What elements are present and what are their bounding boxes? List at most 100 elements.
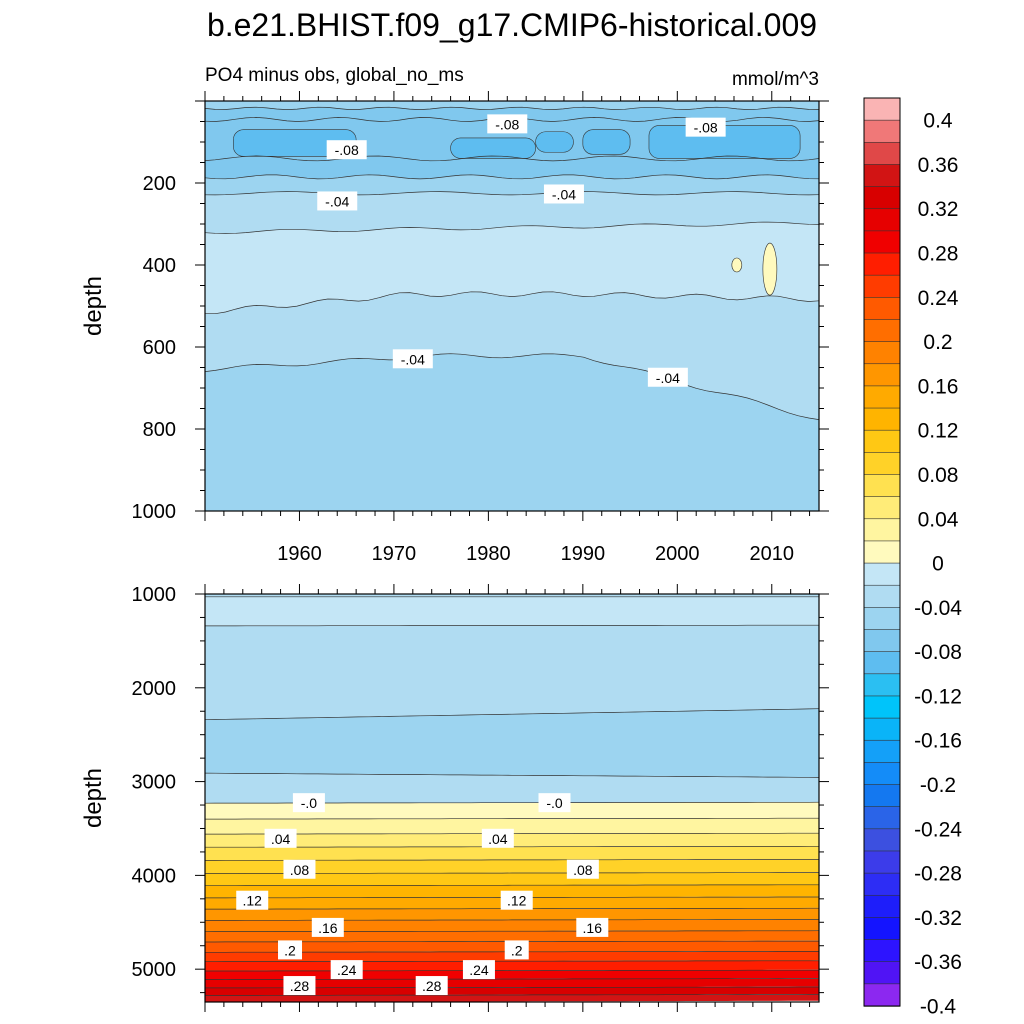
colorbar-swatch [863, 894, 901, 919]
contour-label: .28 [290, 978, 310, 994]
lower-panel-field [205, 594, 819, 1002]
lower-field-band [205, 872, 819, 886]
contour-label-box [330, 960, 363, 980]
contour-label: -.04 [325, 193, 349, 209]
lower-field-band [205, 594, 819, 597]
colorbar-label: 0 [932, 553, 944, 576]
lower-contour-line [205, 817, 819, 820]
colorbar-swatch [863, 97, 901, 121]
contour-label-box [576, 917, 609, 937]
colorbar: 0.4 0.36 0.32 0.28 0.24 0.2 0.16 0.12 0.08 0.04 0 -… [863, 97, 962, 1019]
upper-field-band [205, 155, 819, 179]
y-tick-label: 5000 [132, 959, 177, 981]
y-tick-label: 400 [143, 255, 176, 277]
contour-label: -.0 [546, 795, 563, 811]
x-tick-label: 1960 [277, 543, 322, 565]
colorbar-swatch [863, 584, 901, 609]
colorbar-label: 0.28 [918, 243, 959, 266]
contour-label-box [326, 140, 367, 160]
colorbar-label: 0.32 [918, 198, 959, 221]
colorbar-swatch [863, 164, 901, 188]
colorbar-swatch [863, 850, 901, 874]
colorbar-swatch [863, 186, 901, 210]
lower-field-band [205, 859, 819, 874]
colorbar-swatch [863, 319, 901, 343]
contour-label: -.08 [335, 142, 359, 158]
upper-field-band [205, 191, 819, 234]
upper-field-band [205, 101, 819, 110]
lower-ylabel: depth [80, 768, 107, 828]
colorbar-swatch [863, 828, 901, 852]
colorbar-swatch [863, 939, 901, 963]
contour-label: .04 [488, 831, 508, 847]
contour-label-box [500, 890, 533, 910]
colorbar-swatch [863, 983, 901, 1007]
lower-panel: -.0 -.0 .04 .04 .08 .08 .12 .12 .16 .16 .2 .2 .24 .24… [80, 584, 829, 1012]
colorbar-label: 0.08 [918, 464, 959, 487]
upper-field-patch [731, 257, 743, 273]
contour-label-box [487, 114, 528, 134]
colorbar-label: -0.16 [914, 730, 962, 753]
colorbar-label: -0.32 [914, 907, 962, 930]
upper-contour-line [204, 353, 820, 420]
variable-label: PO4 minus obs, global_no_ms [205, 65, 464, 86]
lower-field-band [205, 919, 819, 932]
lower-field-band [205, 994, 819, 1002]
colorbar-swatch [863, 452, 901, 476]
upper-field-band [205, 222, 819, 314]
contour-label-box [415, 976, 448, 996]
colorbar-swatch [863, 961, 901, 985]
y-tick-label: 800 [143, 419, 176, 441]
colorbar-swatch [863, 341, 901, 365]
colorbar-swatch [863, 518, 901, 542]
upper-panel-contour-labels: -.08 -.08 -.08 -.04 -.04 -.04 -.04 [317, 114, 726, 387]
colorbar-swatch [863, 540, 901, 564]
lower-panel-ticks: 1000 2000 3000 4000 5000 [132, 584, 829, 1012]
lower-contour-line [205, 624, 819, 627]
upper-field-band [205, 353, 819, 511]
upper-contour-line [204, 174, 820, 180]
lower-panel-frame [204, 593, 820, 1003]
lower-contour-line [204, 708, 820, 721]
lower-contour-line [205, 969, 819, 972]
upper-field-band [205, 107, 819, 122]
contour-label: -.08 [495, 116, 519, 132]
y-tick-label: 4000 [132, 865, 177, 887]
contour-label-box [504, 940, 529, 960]
lower-contour-line [204, 930, 820, 933]
upper-field-band [205, 174, 819, 195]
colorbar-label: 0.16 [918, 375, 959, 398]
colorbar-label: -0.24 [914, 818, 962, 841]
units-label: mmol/m^3 [732, 69, 819, 90]
upper-field-patch [582, 129, 631, 155]
contour-label: .2 [511, 942, 523, 958]
upper-contour-line [204, 106, 820, 110]
contour-label-box [311, 917, 344, 937]
x-tick-label: 1980 [466, 543, 511, 565]
contour-label: .08 [573, 862, 593, 878]
colorbar-label: -0.2 [920, 774, 956, 797]
lower-field-band [205, 625, 819, 720]
colorbar-swatch [863, 208, 901, 232]
upper-panel-ticks: 1960 1970 1980 1990 2000 2010 200 400 600 800 1000 [132, 91, 829, 565]
lower-field-band [205, 978, 819, 988]
contour-label: .08 [290, 862, 310, 878]
y-tick-label: 2000 [132, 678, 177, 700]
x-tick-label: 1990 [561, 543, 606, 565]
y-tick-label: 3000 [132, 772, 177, 794]
contour-label: .04 [271, 831, 291, 847]
lower-field-band [205, 846, 819, 861]
x-tick-label: 2000 [655, 543, 700, 565]
colorbar-label: 0.4 [923, 110, 953, 133]
colorbar-label: -0.4 [920, 996, 957, 1019]
y-tick-label: 200 [143, 173, 176, 195]
lower-field-band [205, 708, 819, 778]
lower-contour-line [205, 994, 819, 996]
lower-field-band [205, 818, 819, 835]
colorbar-label: -0.28 [914, 863, 962, 886]
contour-label: .2 [284, 942, 296, 958]
colorbar-swatch [863, 607, 901, 631]
colorbar-swatch [863, 297, 901, 321]
contour-label-box [685, 117, 726, 137]
